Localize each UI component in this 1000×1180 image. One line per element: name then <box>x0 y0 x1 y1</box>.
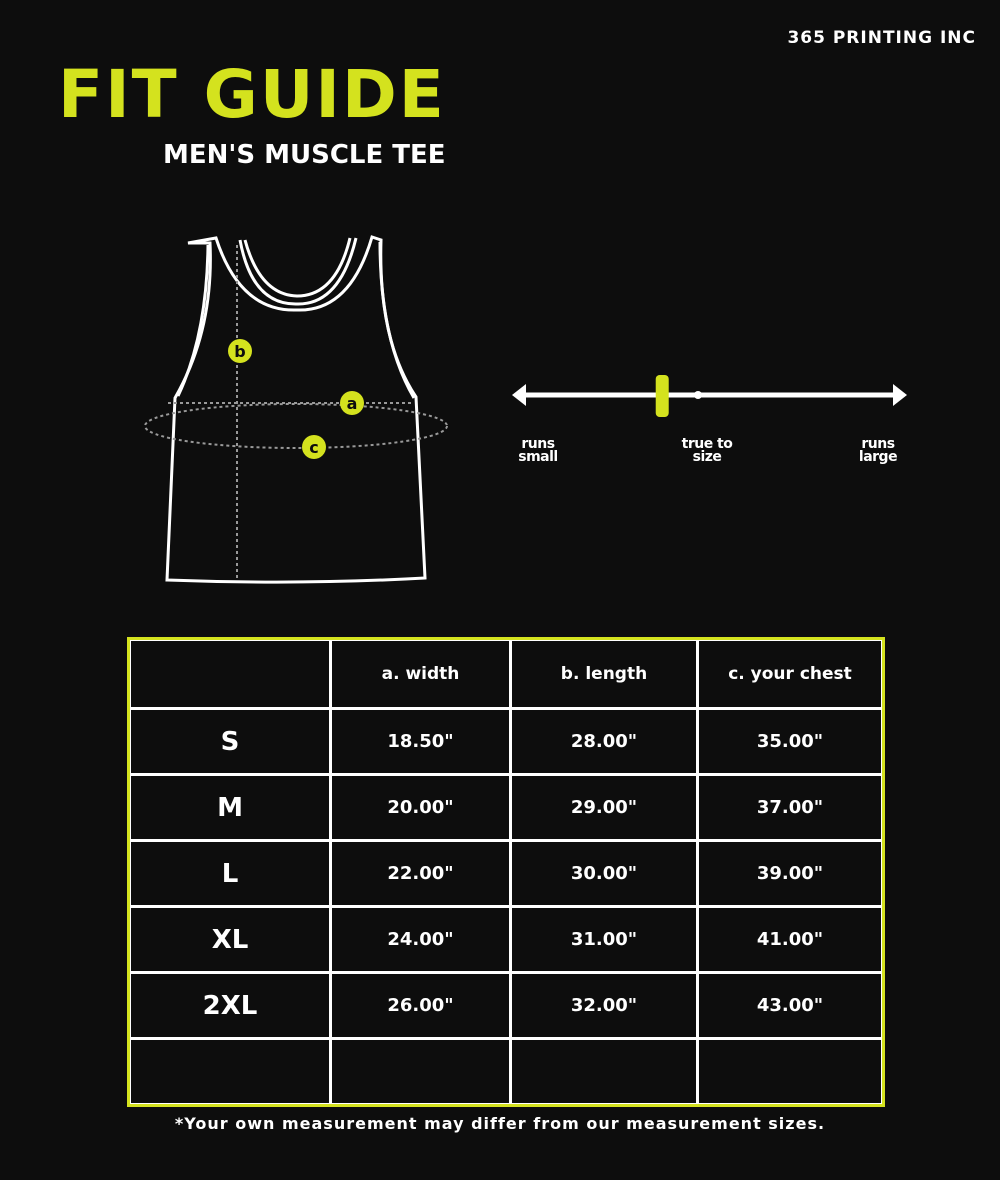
chest-measure-ellipse <box>144 403 448 449</box>
size-cell: M <box>128 773 332 842</box>
size-cell: 2XL <box>128 971 332 1040</box>
label-b-marker <box>228 339 252 363</box>
measurement-cell: 41.00" <box>696 905 884 974</box>
footnote: *Your own measurement may differ from ou… <box>174 1114 826 1133</box>
arrow-right-icon <box>893 384 907 406</box>
label-c: c <box>309 438 318 457</box>
tank-diagram: b a c <box>144 235 907 584</box>
header-size <box>128 638 332 710</box>
page-title: FIT GUIDE <box>58 56 446 133</box>
brand-name: 365 PRINTING INC <box>787 28 976 48</box>
table-row: M 20.00" 29.00" 37.00" <box>128 773 884 842</box>
fit-scale <box>512 375 907 417</box>
table-row: L 22.00" 30.00" 39.00" <box>128 839 884 908</box>
table-row: 2XL 26.00" 32.00" 43.00" <box>128 971 884 1040</box>
header-length: b. length <box>509 638 699 710</box>
header-width: a. width <box>329 638 512 710</box>
scale-label-large: runs large <box>858 436 898 465</box>
measurement-cell: 32.00" <box>509 971 699 1040</box>
measurement-cell: 24.00" <box>329 905 512 974</box>
scale-label-true: true to size <box>681 436 733 465</box>
header-chest: c. your chest <box>696 638 884 710</box>
measurement-cell <box>509 1037 699 1106</box>
scale-label-small: runs small <box>518 436 558 465</box>
measurement-cell: 22.00" <box>329 839 512 908</box>
fit-marker <box>655 375 669 417</box>
measurement-cell: 35.00" <box>696 707 884 776</box>
size-cell <box>128 1037 332 1106</box>
center-tick <box>694 391 702 399</box>
size-cell: XL <box>128 905 332 974</box>
measurement-cell: 26.00" <box>329 971 512 1040</box>
measurement-cell: 31.00" <box>509 905 699 974</box>
tank-outline <box>165 235 427 584</box>
measurement-cell: 28.00" <box>509 707 699 776</box>
arrow-left-icon <box>512 384 526 406</box>
page-subtitle: MEN'S MUSCLE TEE <box>163 140 446 170</box>
measurement-cell: 39.00" <box>696 839 884 908</box>
measurement-cell: 29.00" <box>509 773 699 842</box>
measurement-cell: 37.00" <box>696 773 884 842</box>
table-header-row: a. width b. length c. your chest <box>128 638 884 710</box>
table-row: S 18.50" 28.00" 35.00" <box>128 707 884 776</box>
size-table: a. width b. length c. your chest S 18.50"… <box>128 638 884 1106</box>
measurement-cell <box>329 1037 512 1106</box>
label-a-marker <box>340 391 364 415</box>
size-cell: L <box>128 839 332 908</box>
label-c-marker <box>302 435 326 459</box>
measurement-cell: 30.00" <box>509 839 699 908</box>
measurement-cell: 20.00" <box>329 773 512 842</box>
label-a: a <box>347 394 358 413</box>
size-cell: S <box>128 707 332 776</box>
table-row: XL 24.00" 31.00" 41.00" <box>128 905 884 974</box>
measurement-cell: 43.00" <box>696 971 884 1040</box>
table-row <box>128 1037 884 1106</box>
measurement-cell: 18.50" <box>329 707 512 776</box>
label-b: b <box>234 342 245 361</box>
measurement-cell <box>696 1037 884 1106</box>
